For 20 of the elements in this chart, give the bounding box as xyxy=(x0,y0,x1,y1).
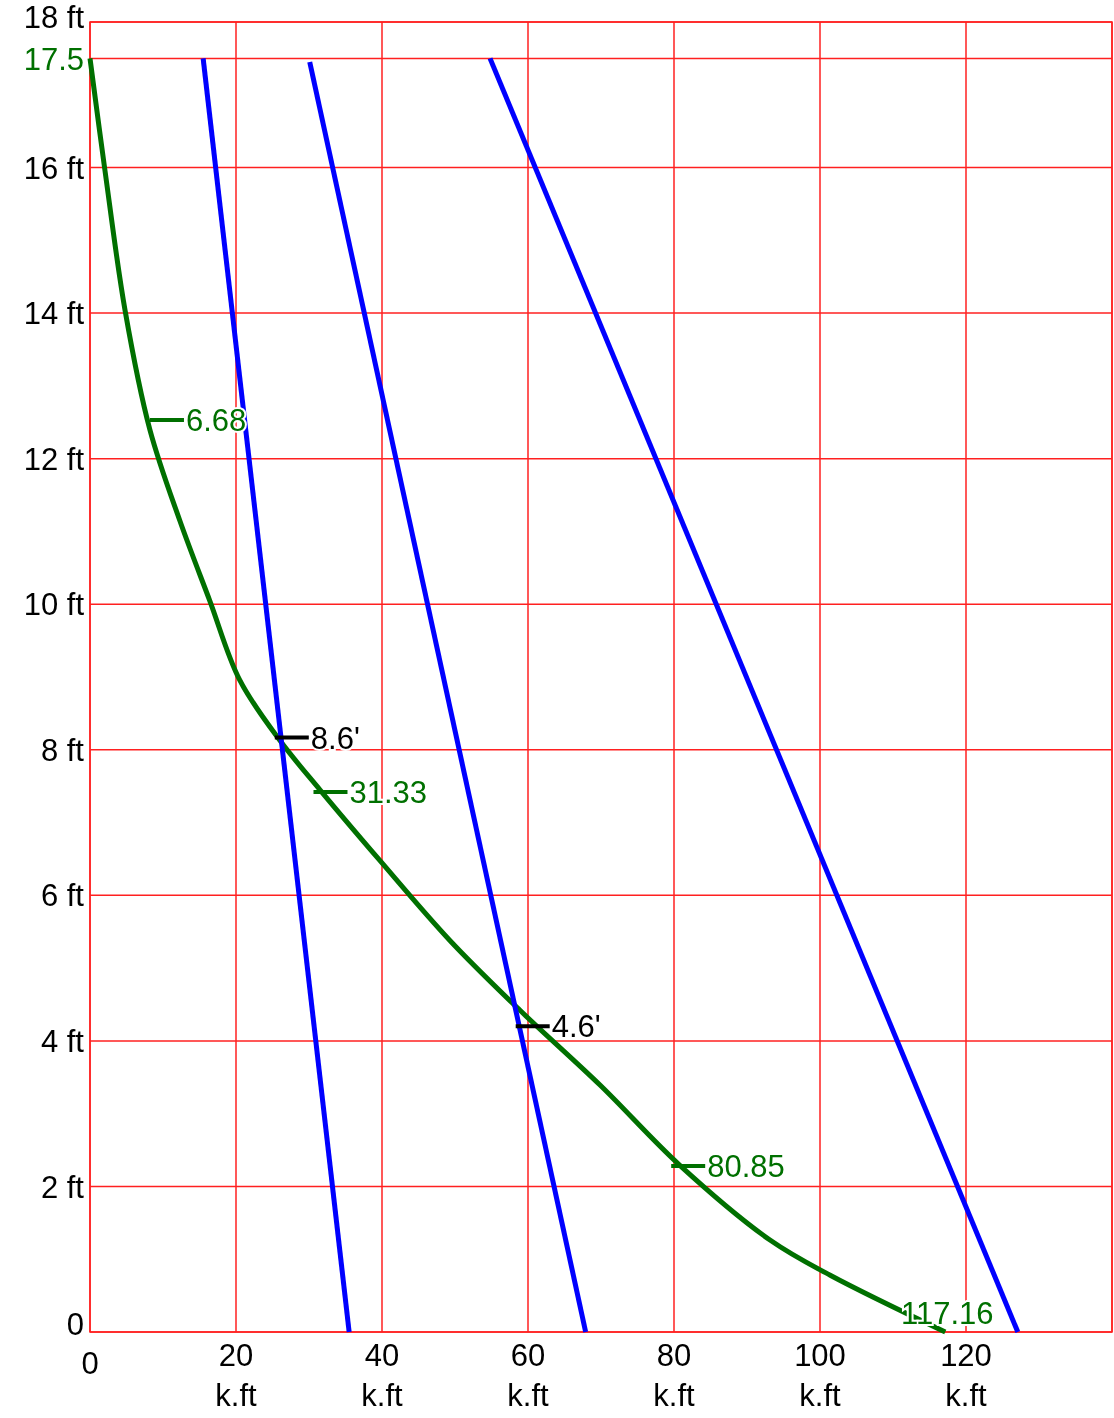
y-tick-label: 12 ft xyxy=(23,441,85,477)
x-tick-label: 60 k.ft xyxy=(507,1338,550,1413)
y-tick-label: 4 ft xyxy=(40,1024,85,1060)
x-tick-label: 20 k.ft xyxy=(215,1338,258,1413)
y-tick-label: 10 ft xyxy=(23,587,85,623)
y-tick-label: 18 ft xyxy=(23,0,85,36)
y-tick-label: 17.5 xyxy=(23,41,84,77)
y-tick-label: 16 ft xyxy=(23,150,85,186)
x-tick-label: 100 k.ft xyxy=(794,1338,846,1413)
y-tick-label: 8 ft xyxy=(40,732,85,768)
annotation: 80.85 xyxy=(707,1149,785,1185)
y-tick-label: 2 ft xyxy=(40,1169,85,1205)
x-tick-label: 80 k.ft xyxy=(653,1338,696,1413)
y-tick-label: 14 ft xyxy=(23,296,85,332)
annotation: 4.6' xyxy=(551,1009,601,1045)
x-tick-label: 120 k.ft xyxy=(940,1338,992,1413)
x-tick-label: 40 k.ft xyxy=(361,1338,404,1413)
y-tick-label: 0 xyxy=(66,1307,84,1343)
y-tick-label: 6 ft xyxy=(40,878,85,914)
annotation: 8.6' xyxy=(310,720,360,756)
